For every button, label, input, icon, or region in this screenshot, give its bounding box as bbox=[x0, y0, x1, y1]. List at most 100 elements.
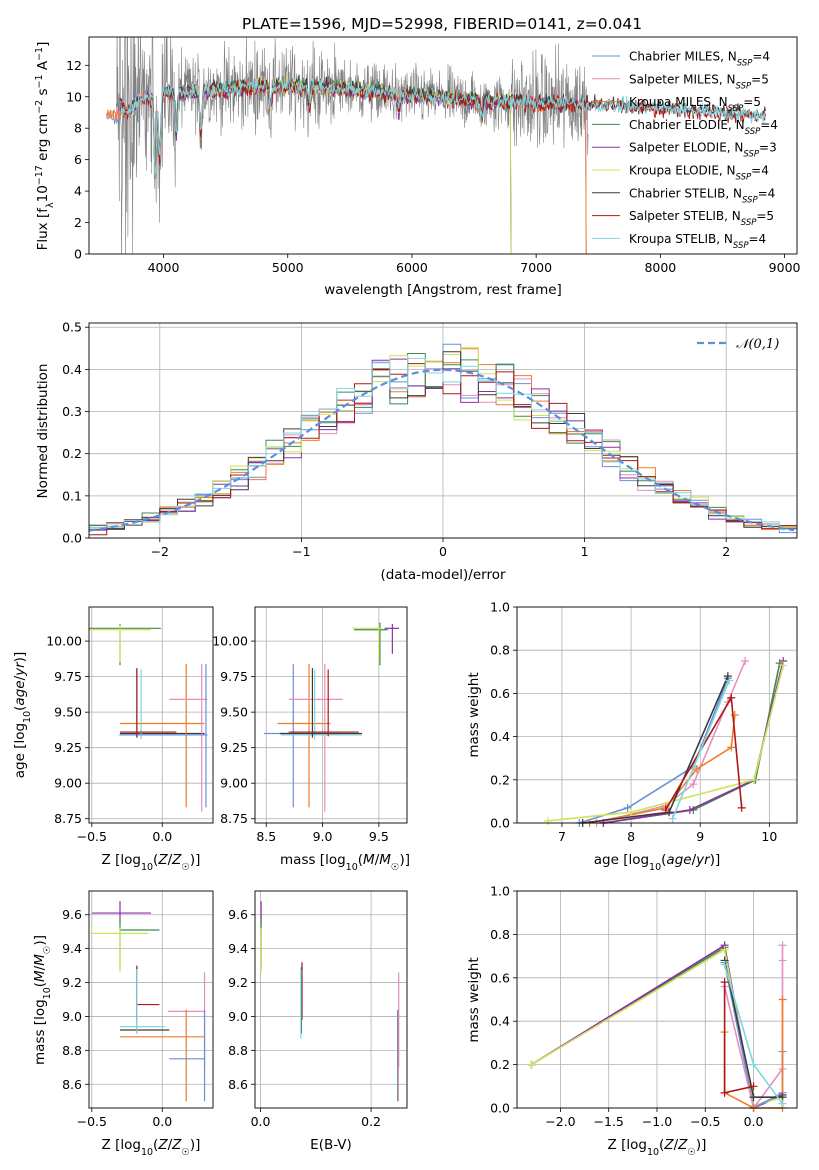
massweight-vs-age-xlabel-part: )] bbox=[710, 852, 721, 868]
y-tick-label: 0.8 bbox=[490, 927, 510, 942]
legend-label-val: =5 bbox=[756, 209, 774, 223]
y-tick-label: 8.75 bbox=[54, 811, 82, 826]
weight-point bbox=[720, 978, 729, 987]
legend-label-val: =4 bbox=[760, 118, 778, 132]
weight-line-salpeter_miles bbox=[596, 660, 746, 824]
y-tick-label: 9.00 bbox=[220, 776, 248, 791]
y-tick-label: 0 bbox=[74, 247, 82, 262]
mass-vs-Z-ylabel-part: )] bbox=[32, 935, 48, 946]
mass-vs-Z-xlabel-part: 10 bbox=[141, 1147, 153, 1158]
y-tick-label: 9.4 bbox=[62, 941, 82, 956]
errorbar-kroupa_miles bbox=[277, 663, 331, 808]
y-tick-label: 8.6 bbox=[228, 1077, 248, 1092]
massweight-vs-Z-xlabel-part: Z bbox=[663, 1137, 674, 1153]
weight-point bbox=[778, 956, 787, 965]
age-vs-Z-xlabel-part: Z bbox=[171, 852, 182, 868]
age-vs-Z-xlabel-part: ☉ bbox=[181, 862, 190, 873]
x-tick-label: 8000 bbox=[644, 260, 676, 275]
y-tick-label: 0.2 bbox=[490, 772, 510, 787]
mass-vs-ebv-xlabel: E(B-V) bbox=[310, 1137, 352, 1153]
y-tick-label: 0.4 bbox=[490, 729, 510, 744]
y-tick-label: 12 bbox=[66, 58, 82, 73]
errorbar-salpeter_elodie bbox=[384, 624, 400, 654]
massweight-vs-age-xlabel-part: age [log bbox=[594, 852, 649, 868]
age-vs-Z-xlabel-part: / bbox=[168, 852, 173, 868]
weight-point bbox=[778, 941, 787, 950]
y-tick-label: 9.6 bbox=[228, 907, 248, 922]
spectrum-ylabel-part: 10 bbox=[35, 185, 51, 202]
x-tick-label: 10 bbox=[761, 829, 777, 844]
residuals-xlabel: (data-model)/error bbox=[380, 567, 506, 583]
age-vs-mass-xlabel-part: / bbox=[375, 852, 380, 868]
errorbar-kroupa_elodie bbox=[89, 625, 151, 663]
y-tick-label: 9.2 bbox=[228, 975, 248, 990]
mass-vs-Z-xlabel-part: Z bbox=[171, 1137, 182, 1153]
age-vs-mass-xlabel-part: )] bbox=[399, 852, 410, 868]
weight-point bbox=[741, 657, 750, 665]
weight-point bbox=[730, 711, 739, 719]
massweight_vs_age-frame bbox=[516, 606, 798, 824]
spectrum-ylabel-part: erg cm bbox=[35, 114, 51, 165]
weight-point bbox=[720, 960, 729, 969]
y-tick-label: 10.00 bbox=[46, 634, 82, 649]
x-tick-label: 0.0 bbox=[152, 1114, 172, 1129]
legend-label-val: =5 bbox=[743, 95, 761, 109]
legend-label: Chabrier MILES, NSSP=4 bbox=[629, 50, 770, 69]
legend-label-text: Kroupa MILES, N bbox=[629, 95, 728, 109]
x-tick-label: 6000 bbox=[396, 260, 428, 275]
spectrum-ylabel-part: −1 bbox=[34, 74, 45, 88]
errorbar-chabrier_stelib bbox=[279, 668, 362, 738]
legend-label: Kroupa STELIB, NSSP=4 bbox=[629, 232, 766, 251]
errorbar-chabrier_elodie bbox=[119, 918, 160, 969]
mass-vs-Z-ylabel-part: ☉ bbox=[42, 946, 53, 955]
legend-label: Salpeter ELODIE, NSSP=3 bbox=[629, 141, 777, 160]
massweight-vs-age-xlabel-part: yr bbox=[695, 852, 711, 868]
gaussian-legend-label: 𝒩(0,1) bbox=[736, 337, 779, 352]
x-tick-label: 8.5 bbox=[256, 829, 276, 844]
age-vs-mass-xlabel-part: 10 bbox=[346, 862, 358, 873]
age-vs-Z-ylabel-part: age [log bbox=[12, 723, 28, 778]
massweight-vs-Z-xlabel-part: / bbox=[674, 1137, 679, 1153]
weight-point bbox=[727, 743, 736, 752]
legend-label-text: Salpeter STELIB, N bbox=[629, 209, 741, 223]
weight-line-kroupa_stelib bbox=[671, 680, 730, 820]
x-tick-label: 2 bbox=[722, 544, 730, 559]
age-vs-Z-ylabel-part: yr bbox=[12, 661, 28, 677]
y-tick-label: 0.8 bbox=[490, 643, 510, 658]
age-vs-Z-ylabel-part: age bbox=[12, 680, 28, 705]
errorbar-chabrier_miles bbox=[120, 663, 208, 808]
x-tick-label: 0.0 bbox=[744, 1114, 764, 1129]
massweight-vs-age-xlabel-part: 10 bbox=[649, 862, 661, 873]
y-tick-label: 9.75 bbox=[220, 669, 248, 684]
errorbar-salpeter_miles bbox=[169, 663, 208, 812]
mass-vs-Z-ylabel-part: M bbox=[32, 954, 48, 966]
errorbar-chabrier_miles bbox=[169, 1009, 206, 1102]
x-tick-label: −1.0 bbox=[642, 1114, 672, 1129]
x-tick-label: 5000 bbox=[272, 260, 304, 275]
weight-point bbox=[689, 780, 698, 789]
y-tick-label: 0.6 bbox=[490, 970, 510, 985]
age-vs-Z-ylabel-part: / bbox=[12, 675, 28, 680]
spectrum-ylabel-part: s bbox=[35, 88, 51, 99]
mass_vs_ebv-frame bbox=[254, 890, 408, 1109]
legend-label: Kroupa MILES, NSSP=5 bbox=[629, 95, 761, 114]
legend-label-sub: SSP bbox=[742, 195, 758, 205]
errorbar-kroupa_stelib bbox=[280, 669, 362, 740]
y-tick-label: 0.0 bbox=[62, 531, 82, 546]
mass-vs-Z-ylabel: mass [log10(M/M☉)] bbox=[32, 935, 53, 1065]
weight-point bbox=[749, 1082, 758, 1091]
legend-label: Chabrier STELIB, NSSP=4 bbox=[629, 186, 775, 205]
age-vs-Z-xlabel-part: )] bbox=[190, 852, 201, 868]
y-tick-label: 8.8 bbox=[62, 1043, 82, 1058]
spectrum-ylabel-part: A bbox=[35, 60, 51, 74]
y-tick-label: 10.00 bbox=[212, 634, 248, 649]
massweight-vs-age-xlabel-part: age bbox=[666, 852, 691, 868]
y-tick-label: 0.3 bbox=[62, 404, 82, 419]
y-tick-label: 9.75 bbox=[54, 669, 82, 684]
legend-label-sub: SSP bbox=[736, 81, 752, 91]
age_vs_Z-frame bbox=[88, 606, 214, 824]
y-tick-label: 0.1 bbox=[62, 488, 82, 503]
legend-label: Salpeter STELIB, NSSP=5 bbox=[629, 209, 774, 228]
legend-label-sub: SSP bbox=[745, 127, 761, 137]
y-tick-label: 6 bbox=[74, 152, 82, 167]
